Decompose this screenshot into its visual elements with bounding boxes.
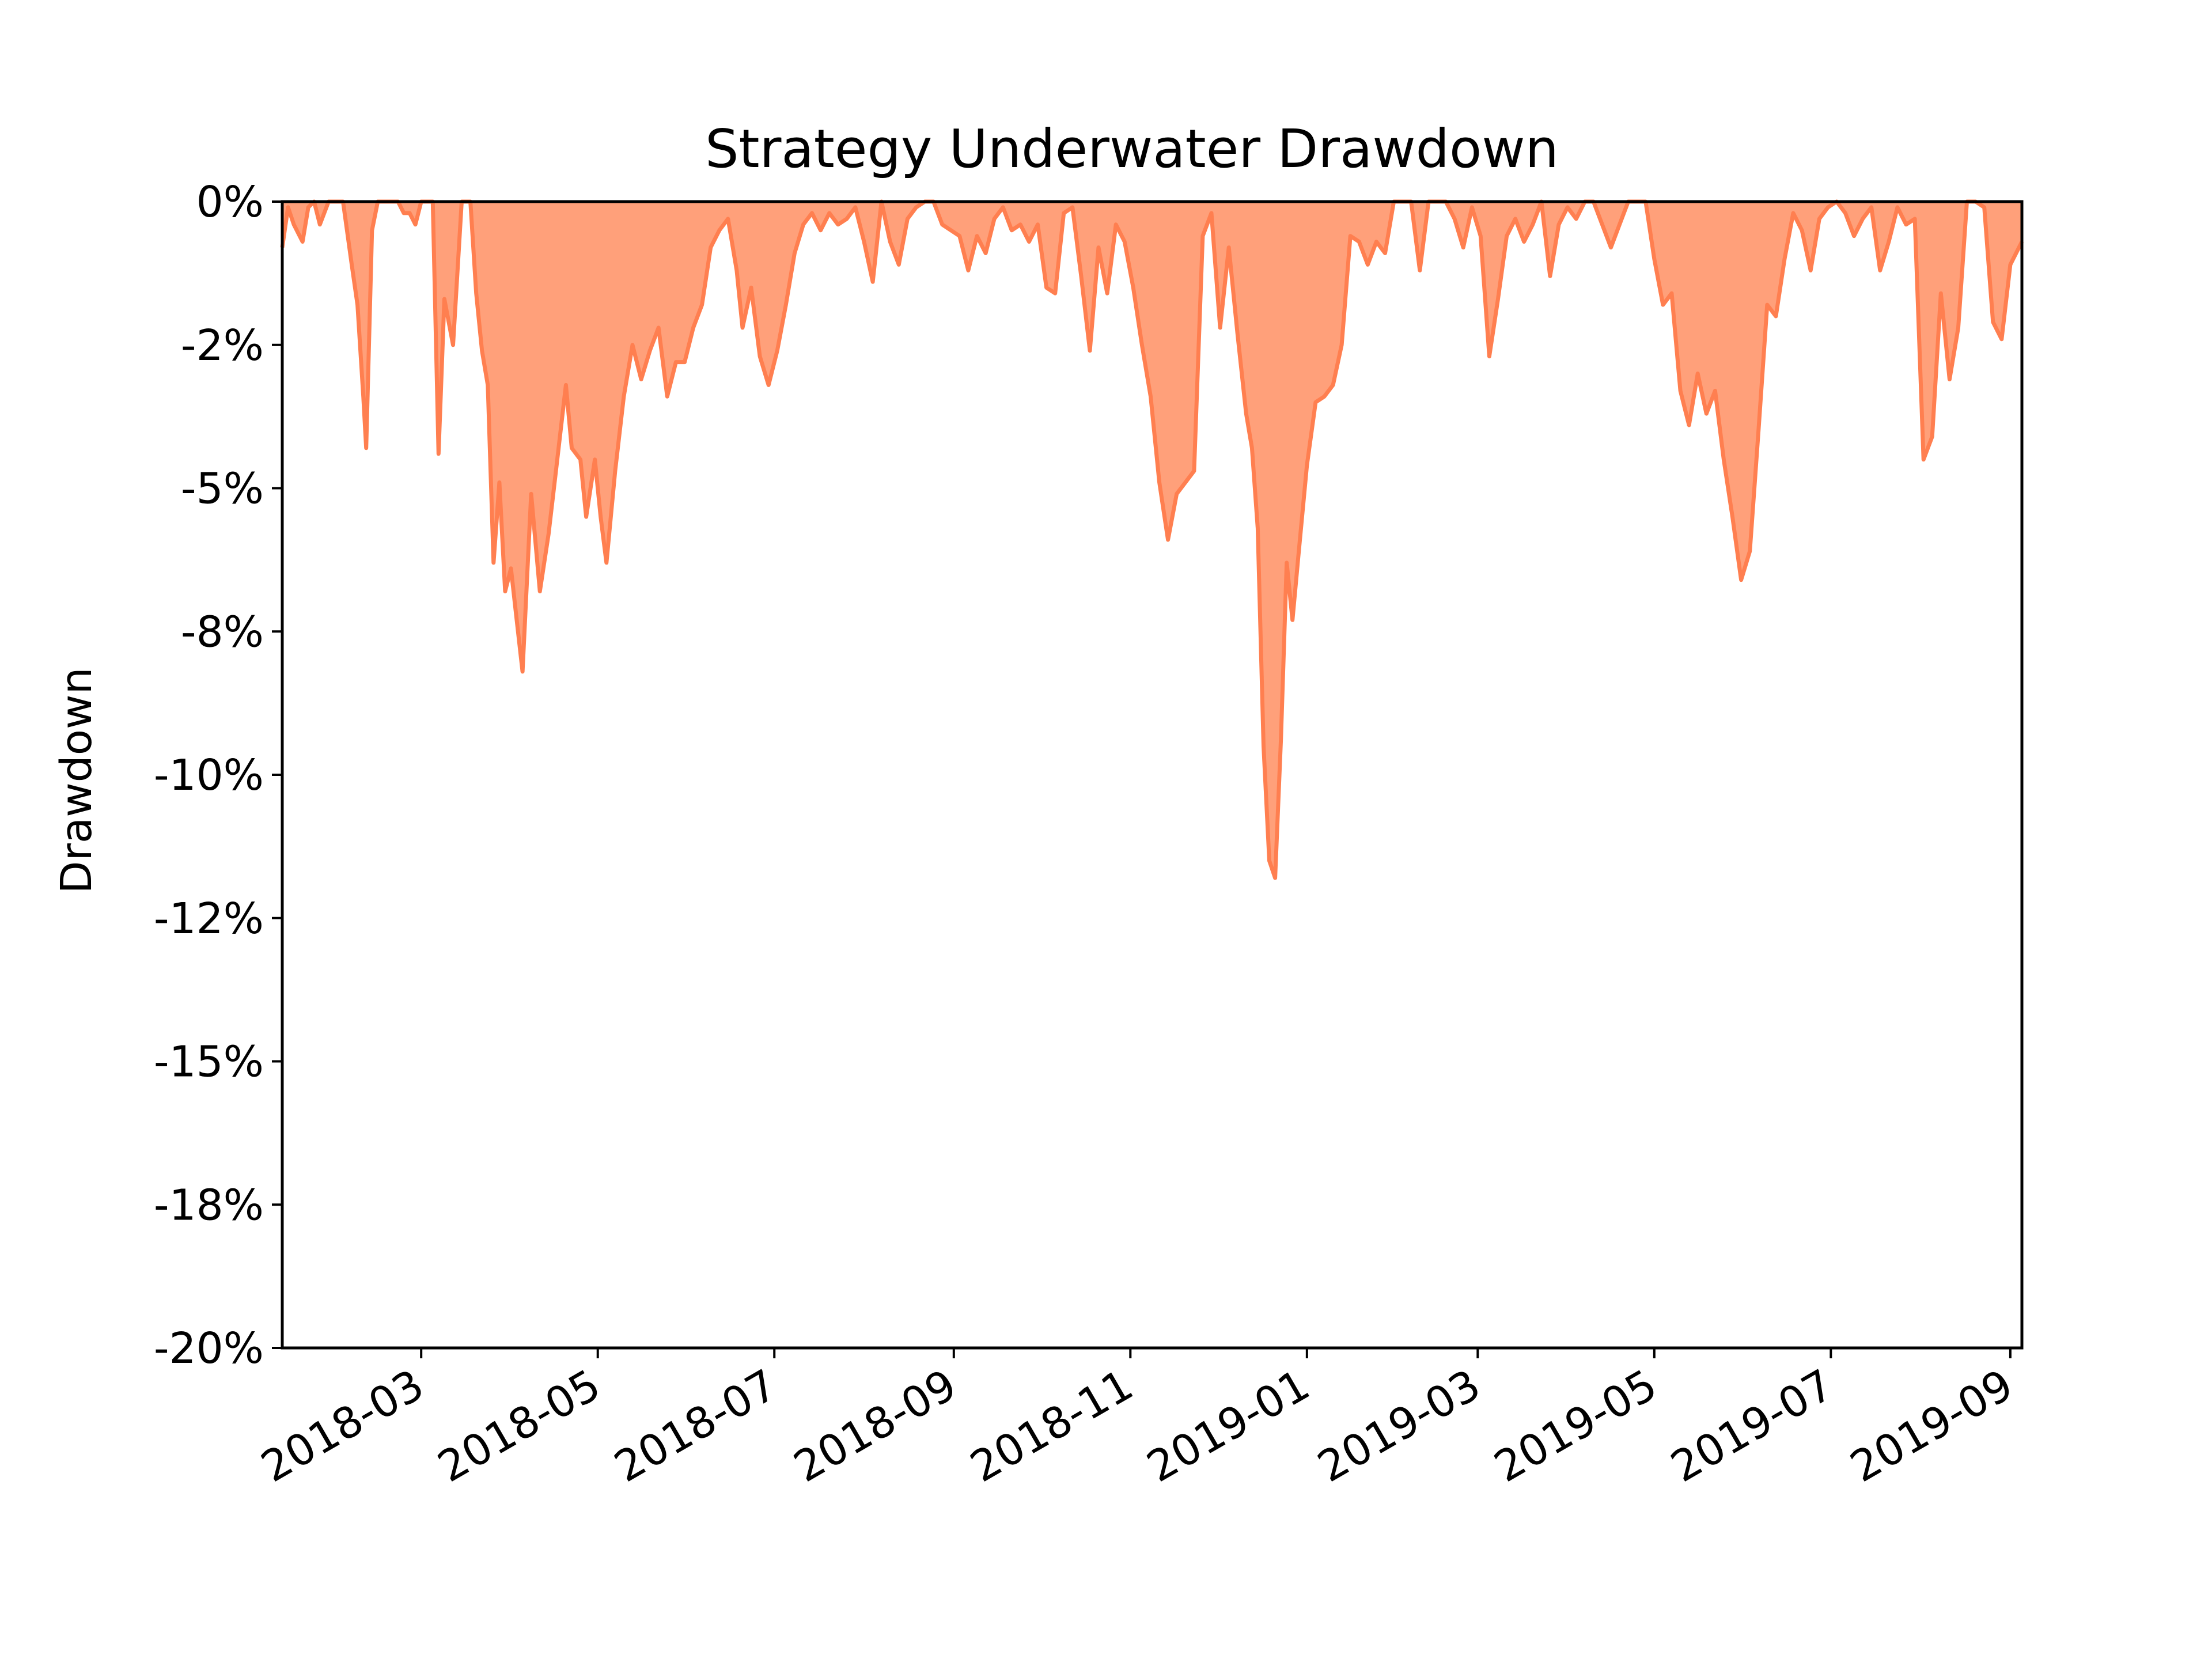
x-tick-label: 2019-05 bbox=[1486, 1360, 1665, 1492]
x-tick-label: 2018-11 bbox=[963, 1360, 1142, 1492]
y-tick-label: -15% bbox=[154, 1037, 264, 1087]
x-tick-label: 2018-03 bbox=[253, 1360, 432, 1492]
y-axis-label: Drawdown bbox=[52, 668, 101, 894]
y-tick-label: -2% bbox=[181, 321, 264, 370]
y-tick-label: -12% bbox=[154, 894, 264, 944]
x-tick-label: 2019-07 bbox=[1663, 1360, 1842, 1492]
x-tick-label: 2019-03 bbox=[1310, 1360, 1489, 1492]
drawdown-line bbox=[280, 199, 2024, 880]
x-tick-label: 2018-05 bbox=[430, 1360, 609, 1492]
x-tick-label: 2018-09 bbox=[786, 1360, 965, 1492]
x-tick-label: 2019-01 bbox=[1139, 1360, 1318, 1492]
plot-area bbox=[280, 199, 2024, 1350]
x-tick-label: 2019-09 bbox=[1842, 1360, 2021, 1492]
y-tick-label: -18% bbox=[154, 1180, 264, 1230]
y-axis-ticks: 0% -2% -5% -8% -10% -12% -15% -18% -20% bbox=[154, 177, 282, 1373]
chart-title: Strategy Underwater Drawdown bbox=[705, 118, 1559, 180]
drawdown-area bbox=[282, 202, 2022, 878]
y-tick-label: -20% bbox=[154, 1324, 264, 1373]
y-tick-label: -8% bbox=[181, 607, 264, 657]
y-tick-label: -5% bbox=[181, 464, 264, 514]
x-tick-label: 2018-07 bbox=[606, 1360, 785, 1492]
y-tick-label: 0% bbox=[196, 177, 264, 227]
y-tick-label: -10% bbox=[154, 751, 264, 800]
